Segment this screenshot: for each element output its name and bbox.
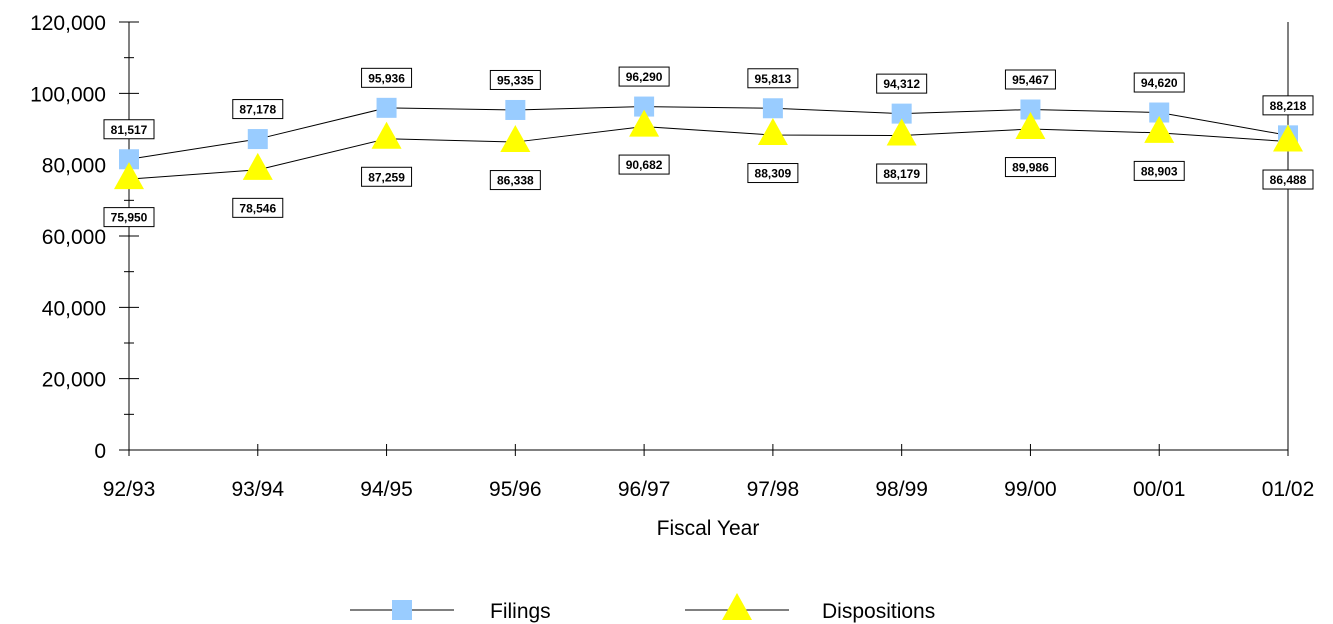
data-label-box — [361, 166, 413, 187]
data-label: 95,813 — [755, 72, 792, 86]
data-label-box — [361, 67, 413, 88]
legend: Filings Dispositions — [350, 593, 935, 623]
data-label: 96,290 — [626, 70, 663, 84]
y-tick-label: 40,000 — [42, 297, 106, 320]
axes — [128, 22, 1289, 451]
data-label-box — [876, 73, 928, 94]
y-tick-label: 0 — [94, 440, 106, 463]
x-tick-label: 97/98 — [747, 478, 800, 501]
filings-marker — [247, 129, 268, 150]
data-label-box — [232, 197, 284, 218]
data-label-box — [1004, 69, 1056, 90]
data-label-box — [876, 163, 928, 184]
data-label-box — [618, 154, 670, 175]
data-label: 88,309 — [755, 167, 792, 181]
filings-marker — [891, 103, 912, 124]
x-tick-label: 01/02 — [1262, 478, 1315, 501]
x-tick-label: 00/01 — [1133, 478, 1186, 501]
dispositions-marker — [1015, 112, 1046, 140]
data-label-box — [489, 170, 541, 191]
filings-marker — [505, 99, 526, 120]
data-label: 87,178 — [239, 103, 276, 117]
data-label-box — [747, 163, 799, 184]
series-lines — [128, 106, 1289, 180]
data-label-box — [1133, 160, 1185, 181]
data-label-box — [103, 207, 155, 228]
data-labels: 81,517 87,178 95,936 95,335 96,290 95,813 94,3… — [103, 66, 1314, 228]
data-label-box — [747, 68, 799, 89]
x-tick-label: 98/99 — [875, 478, 928, 501]
data-label: 94,312 — [883, 77, 920, 91]
dispositions-marker — [629, 109, 660, 137]
dispositions-marker — [371, 121, 402, 149]
filings-marker — [1020, 99, 1041, 120]
data-label: 89,986 — [1012, 161, 1049, 175]
data-label: 86,338 — [497, 174, 534, 188]
data-label: 86,488 — [1270, 173, 1307, 187]
data-label: 88,903 — [1141, 164, 1178, 178]
dispositions-marker — [500, 125, 531, 153]
filings-marker — [1149, 102, 1170, 123]
dispositions-marker — [1144, 115, 1175, 143]
y-tick-label: 120,000 — [30, 12, 106, 35]
data-label-box — [1262, 95, 1314, 116]
data-label: 95,936 — [368, 71, 405, 85]
x-tick-label: 96/97 — [618, 478, 671, 501]
data-label: 88,218 — [1270, 99, 1307, 113]
filings-marker — [376, 97, 397, 118]
legend-triangle-marker — [722, 593, 752, 620]
x-tick-label: 95/96 — [489, 478, 542, 501]
data-label: 78,546 — [239, 201, 276, 215]
data-label-box — [1004, 157, 1056, 178]
y-tick-label: 20,000 — [42, 369, 106, 392]
dispositions-marker — [757, 118, 788, 146]
data-label: 81,517 — [111, 123, 148, 137]
data-label: 95,335 — [497, 73, 534, 87]
filings-marker — [634, 96, 655, 117]
data-label: 95,467 — [1012, 73, 1049, 87]
data-label-box — [1262, 169, 1314, 190]
x-tick-label: 93/94 — [231, 478, 284, 501]
data-label: 75,950 — [111, 211, 148, 225]
data-label-box — [618, 66, 670, 87]
dispositions-marker — [242, 152, 273, 180]
data-label-box — [103, 119, 155, 140]
data-label: 88,179 — [883, 167, 920, 181]
y-tick-label: 60,000 — [42, 226, 106, 249]
y-tick-label: 100,000 — [30, 83, 106, 106]
data-label: 87,259 — [368, 170, 405, 184]
filings-marker — [762, 98, 783, 119]
x-ticks: 92/93 93/94 94/95 95/96 96/97 97/98 98/99 99/00… — [103, 444, 1315, 501]
data-label: 94,620 — [1141, 76, 1178, 90]
filings-marker — [119, 149, 139, 170]
data-label-box — [232, 99, 284, 120]
dispositions-marker — [114, 162, 144, 190]
x-tick-label: 92/93 — [103, 478, 156, 501]
dispositions-marker — [886, 118, 917, 146]
x-tick-label: 99/00 — [1004, 478, 1057, 501]
data-label-box — [1133, 72, 1185, 93]
y-ticks: 0 20,000 40,000 60,000 80,000 100,000 120,000 — [30, 12, 139, 463]
legend-label: Filings — [490, 600, 551, 623]
series-line — [128, 106, 1289, 160]
legend-square-marker — [392, 600, 412, 620]
dispositions-marker — [1273, 124, 1303, 152]
data-label: 90,682 — [626, 158, 663, 172]
x-axis-title: Fiscal Year — [657, 517, 760, 540]
markers — [114, 96, 1303, 190]
legend-label: Dispositions — [822, 600, 935, 623]
y-tick-label: 80,000 — [42, 155, 106, 178]
x-tick-label: 94/95 — [360, 478, 413, 501]
data-label-box — [489, 69, 541, 90]
series-line — [128, 126, 1289, 180]
